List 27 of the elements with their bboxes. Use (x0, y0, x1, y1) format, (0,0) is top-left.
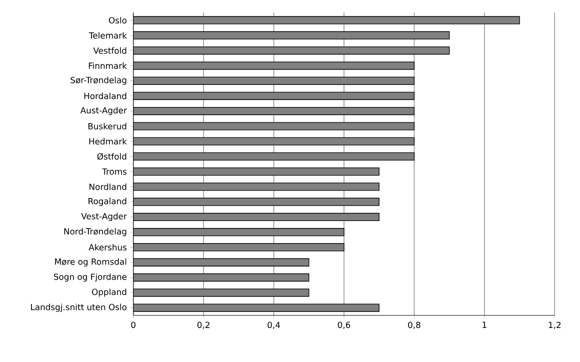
y-tick-label: Oslo (108, 16, 126, 24)
x-tick-label: 1,2 (548, 322, 561, 329)
y-tick-label: Oppland (92, 288, 126, 297)
y-tick-label: Finnmark (88, 62, 127, 69)
y-tick-label: Nord-Trøndelag (64, 228, 126, 236)
y-tick-label: Sogn og Fjordane (54, 273, 127, 282)
y-tick-label: Hedmark (89, 138, 127, 145)
y-tick-label: Landsgj.snitt uten Oslo (31, 304, 126, 312)
y-tick-label: Troms (102, 168, 127, 175)
x-tick-label: 1 (482, 322, 486, 328)
x-tick-label: 0,8 (408, 322, 420, 329)
y-tick-label: Nordland (90, 183, 126, 190)
x-tick-label: 0,2 (197, 322, 210, 329)
y-tick-label: Telemark (88, 32, 127, 39)
y-tick-label: Vest-Agder (81, 212, 127, 222)
y-tick-label: Akershus (88, 244, 127, 250)
y-tick-label: Hordaland (84, 92, 126, 100)
y-tick-label: Buskerud (88, 122, 126, 130)
y-tick-label: Aust-Agder (80, 106, 127, 116)
x-tick-label: 0,4 (268, 322, 280, 329)
y-tick-label: Rogaland (88, 198, 126, 206)
x-tick-label: 0 (131, 322, 136, 328)
x-tick-label: 0,6 (338, 322, 350, 329)
y-tick-label: Sør-Trøndelag (70, 76, 126, 85)
y-tick-label: Vestfold (93, 47, 126, 54)
y-tick-label: Østfold (97, 153, 126, 160)
y-tick-label: Møre og Romsdal (55, 258, 126, 266)
